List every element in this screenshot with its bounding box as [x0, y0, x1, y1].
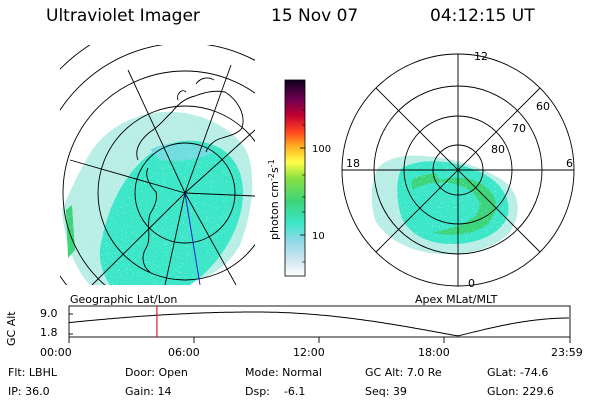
mlt-lines [342, 54, 574, 286]
colorbar-tick-10: 10 [312, 231, 325, 242]
geo-latitude: GLat: -74.6 [487, 366, 549, 379]
altitude-x-tick: 18:00 [418, 346, 450, 359]
colorbar-tick-100: 100 [312, 144, 331, 155]
door-status: Door: Open [125, 366, 188, 379]
altitude-y-bottom: 1.8 [40, 326, 58, 339]
altitude-y-top: 9.0 [40, 307, 58, 320]
mlt-label-12: 12 [474, 50, 488, 63]
altitude-x-tick: 23:59 [551, 346, 583, 359]
time-label: 04:12:15 UT [430, 6, 535, 26]
altitude-plot [68, 305, 571, 343]
altitude-x-tick: 00:00 [40, 346, 72, 359]
flight-filter: Flt: LBHL [8, 366, 57, 379]
altitude-axis-label: GC Alt [5, 311, 18, 346]
left-aurora-image [60, 110, 255, 285]
mlat-label-80: 80 [491, 143, 505, 156]
ip-value: IP: 36.0 [8, 385, 50, 398]
gain-value: Gain: 14 [125, 385, 172, 398]
apex-label: Apex MLat/MLT [415, 293, 498, 306]
altitude-x-tick: 12:00 [293, 346, 325, 359]
mode-value: Mode: Normal [245, 366, 322, 379]
altitude-x-tick: 06:00 [168, 346, 200, 359]
right-aurora-image [342, 150, 532, 270]
altitude-curve [68, 311, 569, 337]
sequence-value: Seq: 39 [365, 385, 407, 398]
geo-longitude: GLon: 229.6 [487, 385, 554, 398]
gc-altitude: GC Alt: 7.0 Re [365, 366, 442, 379]
dsp-value: Dsp: -6.1 [245, 385, 306, 398]
mlt-label-6: 6 [566, 157, 573, 170]
altitude-ticks [68, 313, 571, 343]
altitude-frame [68, 305, 571, 338]
mlat-label-60: 60 [536, 100, 550, 113]
longitude-lines [69, 64, 255, 285]
mlat-label-70: 70 [512, 122, 526, 135]
date-label: 15 Nov 07 [271, 6, 359, 26]
geographic-map [60, 45, 255, 285]
instrument-title: Ultraviolet Imager [46, 6, 200, 26]
coastline [136, 77, 244, 273]
magnetic-polar-plot: 12 18 6 0 60 70 80 [341, 50, 575, 290]
geographic-label: Geographic Lat/Lon [70, 293, 178, 306]
mlt-label-18: 18 [346, 157, 360, 170]
colorbar: 100 10 photon cm-2s-1 [267, 79, 331, 277]
colorbar-gradient [284, 79, 306, 277]
mlt-label-0: 0 [468, 277, 475, 290]
magnetic-meridian-line [184, 192, 201, 285]
colorbar-unit-label: photon cm-2s-1 [267, 159, 281, 240]
latitude-circles [60, 45, 255, 285]
